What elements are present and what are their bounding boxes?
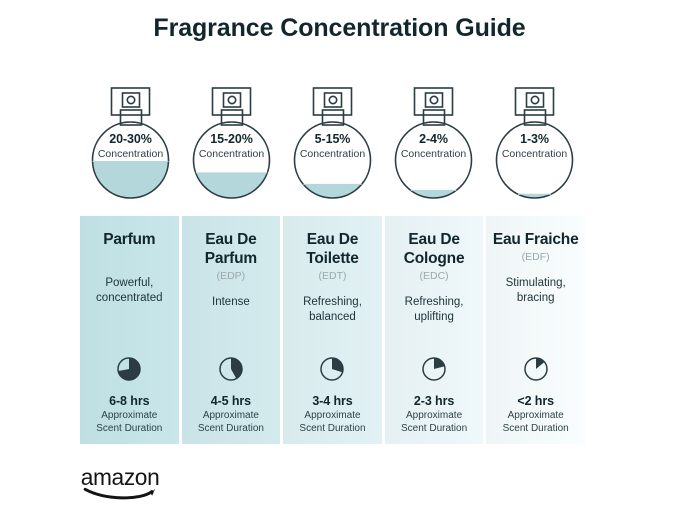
fragrance-column-eau-fraiche: Eau Fraiche (EDF) Stimulating, bracing <2 hr… bbox=[486, 216, 585, 444]
svg-text:amazon: amazon bbox=[81, 464, 160, 490]
fragrance-abbreviation: (EDP) bbox=[216, 270, 246, 282]
scent-duration-caption-line1: Approximate bbox=[507, 410, 564, 421]
perfume-bottle-icon: 15-20% Concentration bbox=[181, 80, 282, 205]
page-title: Fragrance Concentration Guide bbox=[153, 14, 526, 42]
fragrance-description-line2: uplifting bbox=[414, 311, 454, 323]
fragrance-description: Stimulating, bracing bbox=[502, 276, 570, 306]
scent-duration: 4-5 hrs Approximate Scent Duration bbox=[182, 393, 281, 435]
clock-icon-wrap bbox=[283, 356, 382, 382]
bottle-cell: 20-30% Concentration bbox=[80, 80, 181, 205]
perfume-bottle-icon: 1-3% Concentration bbox=[484, 80, 585, 205]
scent-duration-value: 3-4 hrs bbox=[312, 394, 353, 408]
fragrance-abbreviation: (EDF) bbox=[521, 251, 550, 263]
fragrance-description-line2: balanced bbox=[309, 311, 356, 323]
fragrance-description-line1: Refreshing, bbox=[404, 296, 464, 308]
scent-duration-value: 2-3 hrs bbox=[413, 394, 455, 408]
fragrance-abbreviation: (EDC) bbox=[419, 270, 449, 282]
fragrance-name: Eau De Cologne bbox=[403, 231, 465, 267]
fragrance-description: Refreshing, uplifting bbox=[401, 295, 468, 325]
fragrance-column-parfum: Parfum Powerful, concentrated 6-8 hrs Approx… bbox=[80, 216, 179, 444]
scent-duration-caption-line1: Approximate bbox=[101, 410, 158, 421]
scent-duration: 2-3 hrs Approximate Scent Duration bbox=[385, 393, 484, 435]
bottle-cell: 1-3% Concentration bbox=[484, 80, 585, 205]
bottle-cell: 5-15% Concentration bbox=[282, 80, 383, 205]
fragrance-name: Eau De Parfum bbox=[204, 231, 257, 267]
fragrance-description-line2: concentrated bbox=[96, 292, 163, 304]
bottle-cell: 2-4% Concentration bbox=[383, 80, 484, 205]
amazon-logo: amazon bbox=[80, 463, 190, 501]
perfume-bottle-icon: 2-4% Concentration bbox=[383, 80, 484, 205]
scent-duration-caption-line2: Scent Duration bbox=[401, 423, 468, 434]
bottle-row: 20-30% Concentration 15-20% Concentration 5-… bbox=[80, 80, 585, 205]
fragrance-description: Powerful, concentrated bbox=[92, 276, 167, 306]
fragrance-description-line1: Stimulating, bbox=[505, 277, 566, 289]
clock-icon bbox=[422, 357, 446, 381]
fragrance-description-line2: bracing bbox=[516, 292, 555, 304]
perfume-bottle-icon: 20-30% Concentration bbox=[80, 80, 181, 205]
scent-duration-caption-line2: Scent Duration bbox=[502, 423, 569, 434]
fragrance-description-line1: Intense bbox=[212, 296, 250, 308]
fragrance-name: Eau Fraiche bbox=[492, 231, 579, 248]
scent-duration-caption-line2: Scent Duration bbox=[197, 423, 264, 434]
perfume-bottle-icon: 5-15% Concentration bbox=[282, 80, 383, 205]
scent-duration-caption-line1: Approximate bbox=[406, 410, 463, 421]
clock-icon bbox=[320, 357, 345, 381]
scent-duration-value: 6-8 hrs bbox=[109, 394, 150, 408]
scent-duration-caption-line1: Approximate bbox=[202, 410, 259, 421]
clock-icon bbox=[117, 357, 142, 381]
fragrance-description-line1: Powerful, bbox=[105, 277, 154, 289]
fragrance-abbreviation: (EDT) bbox=[318, 270, 347, 282]
clock-icon bbox=[523, 357, 548, 381]
scent-duration-caption-line1: Approximate bbox=[304, 410, 361, 421]
bottle-cell: 15-20% Concentration bbox=[181, 80, 282, 205]
fragrance-column-eau-de-cologne: Eau De Cologne (EDC) Refreshing, uplifting 2… bbox=[384, 216, 484, 444]
scent-duration: 3-4 hrs Approximate Scent Duration bbox=[283, 393, 382, 435]
scent-duration-caption-line2: Scent Duration bbox=[299, 423, 366, 434]
scent-duration-caption-line2: Scent Duration bbox=[96, 423, 163, 434]
scent-duration-value: <2 hrs bbox=[517, 394, 554, 408]
clock-icon-wrap bbox=[80, 356, 179, 382]
fragrance-column-eau-de-parfum: Eau De Parfum (EDP) Intense 4-5 hrs Approxim… bbox=[181, 216, 281, 444]
scent-duration: <2 hrs Approximate Scent Duration bbox=[486, 393, 585, 435]
scent-duration: 6-8 hrs Approximate Scent Duration bbox=[80, 393, 179, 435]
clock-icon-wrap bbox=[182, 356, 281, 382]
fragrance-column-eau-de-toilette: Eau De Toilette (EDT) Refreshing, balanced 3… bbox=[283, 216, 382, 444]
scent-duration-value: 4-5 hrs bbox=[210, 394, 252, 408]
clock-icon-wrap bbox=[486, 356, 585, 382]
fragrance-name: Eau De Toilette bbox=[306, 231, 359, 267]
clock-icon-wrap bbox=[385, 356, 484, 382]
fragrance-name: Parfum bbox=[103, 231, 156, 248]
fragrance-description-line1: Refreshing, bbox=[303, 296, 362, 308]
clock-icon bbox=[219, 357, 243, 381]
panel-row: Parfum Powerful, concentrated 6-8 hrs Approx… bbox=[80, 216, 585, 444]
fragrance-description: Intense bbox=[208, 295, 254, 310]
fragrance-description: Refreshing, balanced bbox=[299, 295, 366, 325]
